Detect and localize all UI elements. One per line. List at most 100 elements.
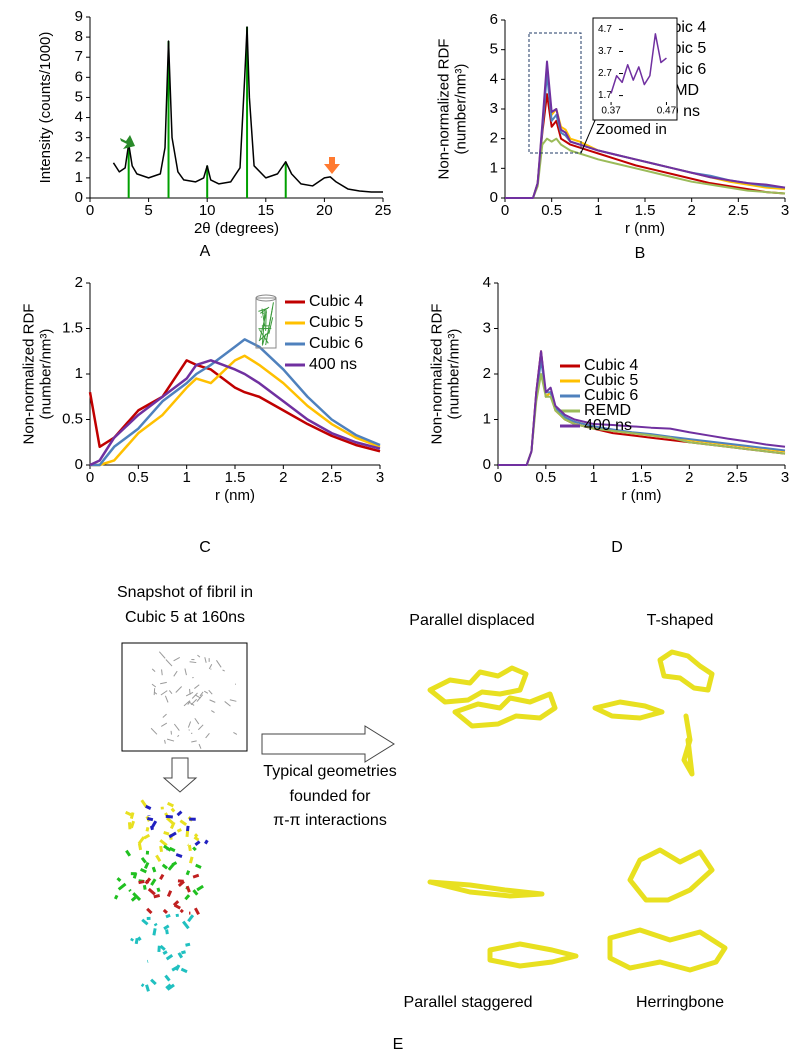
atom-bond bbox=[177, 952, 184, 959]
atom-bond bbox=[171, 861, 178, 867]
x-axis-label: 2θ (degrees) bbox=[194, 220, 279, 237]
geometry-name: Herringbone bbox=[636, 994, 724, 1011]
atom-bond bbox=[166, 801, 175, 808]
chart: 0 1 2 3 4 5 6 0 0.5 1 1.5 2 2.5 3 r (nm) Non-normalized… bbox=[435, 11, 789, 262]
x-tick-label: 2.5 bbox=[727, 469, 748, 486]
molecule bbox=[487, 941, 579, 969]
series-line bbox=[90, 354, 381, 467]
cylinder-icon bbox=[255, 294, 277, 302]
atom-bond bbox=[142, 884, 147, 890]
atom-bond bbox=[173, 670, 178, 677]
series-line bbox=[498, 373, 786, 466]
atom-bond bbox=[188, 729, 190, 731]
atom-bond bbox=[129, 820, 135, 829]
atom-bond bbox=[176, 810, 183, 817]
atom-bond bbox=[199, 691, 204, 697]
y-axis-label: (number/nm³) bbox=[445, 329, 462, 420]
atom-bond bbox=[161, 722, 168, 727]
chart: 0 0.5 1 1.5 2 0 0.5 1 1.5 2 2.5 3 r (nm) Non-normaliz… bbox=[20, 274, 384, 556]
atom-bond bbox=[130, 937, 134, 942]
atom-bond bbox=[189, 688, 191, 695]
atom-bond bbox=[176, 828, 182, 833]
zoom-box bbox=[528, 32, 582, 154]
atom-bond bbox=[164, 739, 166, 744]
atom-bond bbox=[151, 668, 156, 673]
series-line bbox=[505, 60, 786, 199]
y-tick-label: 0.5 bbox=[62, 410, 83, 427]
cylinder-icon bbox=[255, 297, 277, 349]
atom-bond bbox=[152, 928, 157, 936]
atom-bond bbox=[125, 810, 132, 817]
cylinder-icon bbox=[265, 302, 274, 342]
atom-bond bbox=[186, 825, 190, 832]
atom-bond bbox=[204, 690, 209, 694]
atom-bond bbox=[193, 833, 199, 838]
panel-label: B bbox=[635, 245, 646, 262]
x-tick-label: 0 bbox=[494, 469, 502, 486]
geometry-name: Parallel displaced bbox=[409, 612, 534, 629]
legend-label: Cubic 6 bbox=[309, 335, 363, 352]
atom-bond bbox=[208, 689, 213, 695]
atom-bond bbox=[117, 882, 127, 891]
atom-bond bbox=[150, 878, 157, 886]
atom-bond bbox=[140, 799, 148, 808]
atom-bond bbox=[137, 936, 142, 942]
atom-bond bbox=[196, 884, 204, 892]
y-tick-label: 9 bbox=[75, 8, 83, 25]
x-tick-label: 0.5 bbox=[128, 469, 149, 486]
atom-bond bbox=[146, 907, 153, 915]
atom-bond bbox=[165, 659, 173, 667]
atom-bond bbox=[162, 713, 167, 718]
atom-bond bbox=[161, 669, 163, 676]
y-tick-label: 3 bbox=[490, 100, 498, 117]
atom-bond bbox=[138, 879, 145, 885]
y-tick-label: 0 bbox=[75, 456, 83, 473]
atom-bond bbox=[145, 826, 150, 832]
atom-bond bbox=[197, 724, 204, 731]
atom-bond bbox=[169, 821, 176, 830]
atom-bond bbox=[170, 807, 176, 813]
atom-bond bbox=[159, 944, 166, 951]
atom-bond bbox=[197, 654, 201, 658]
y-tick-label: 8 bbox=[75, 28, 83, 45]
atom-bond bbox=[175, 686, 183, 693]
atom-bond bbox=[140, 856, 147, 864]
x-tick-label: 1.5 bbox=[631, 469, 652, 486]
atom-bond bbox=[180, 950, 186, 955]
y-tick-label: 6 bbox=[75, 68, 83, 85]
atom-bond bbox=[169, 846, 176, 853]
atom-bond bbox=[209, 699, 216, 703]
atom-bond bbox=[173, 723, 180, 731]
legend-label: 400 ns bbox=[309, 356, 357, 373]
x-tick-label: 5 bbox=[144, 202, 152, 219]
x-tick-label: 1 bbox=[589, 469, 597, 486]
inset-x-tick-label: 0.37 bbox=[601, 106, 621, 117]
atom-bond bbox=[204, 839, 209, 845]
atom-bond bbox=[179, 908, 184, 914]
atom-bond bbox=[159, 839, 168, 847]
atom-bond bbox=[224, 701, 231, 707]
y-tick-label: 0 bbox=[75, 189, 83, 206]
right-arrow bbox=[261, 725, 395, 763]
y-tick-label: 3 bbox=[483, 319, 491, 336]
x-tick-label: 2.5 bbox=[728, 202, 749, 219]
y-tick-label: 5 bbox=[75, 88, 83, 105]
atom-bond bbox=[191, 740, 197, 743]
molecule bbox=[427, 665, 529, 705]
atom-bond bbox=[165, 953, 174, 961]
x-tick-label: 3 bbox=[781, 202, 789, 219]
y-tick-label: 1 bbox=[75, 365, 83, 382]
x-tick-label: 1 bbox=[182, 469, 190, 486]
atom-bond bbox=[198, 743, 202, 749]
y-tick-label: 4 bbox=[75, 109, 83, 126]
fibril bbox=[113, 651, 238, 992]
x-tick-label: 0.5 bbox=[541, 202, 562, 219]
atom-bond bbox=[160, 681, 167, 685]
atom-bond bbox=[192, 889, 199, 896]
atom-bond bbox=[141, 918, 149, 926]
atom-bond bbox=[150, 978, 157, 986]
atom-bond bbox=[184, 668, 187, 676]
arrow bbox=[324, 157, 340, 174]
atom-bond bbox=[165, 816, 174, 825]
